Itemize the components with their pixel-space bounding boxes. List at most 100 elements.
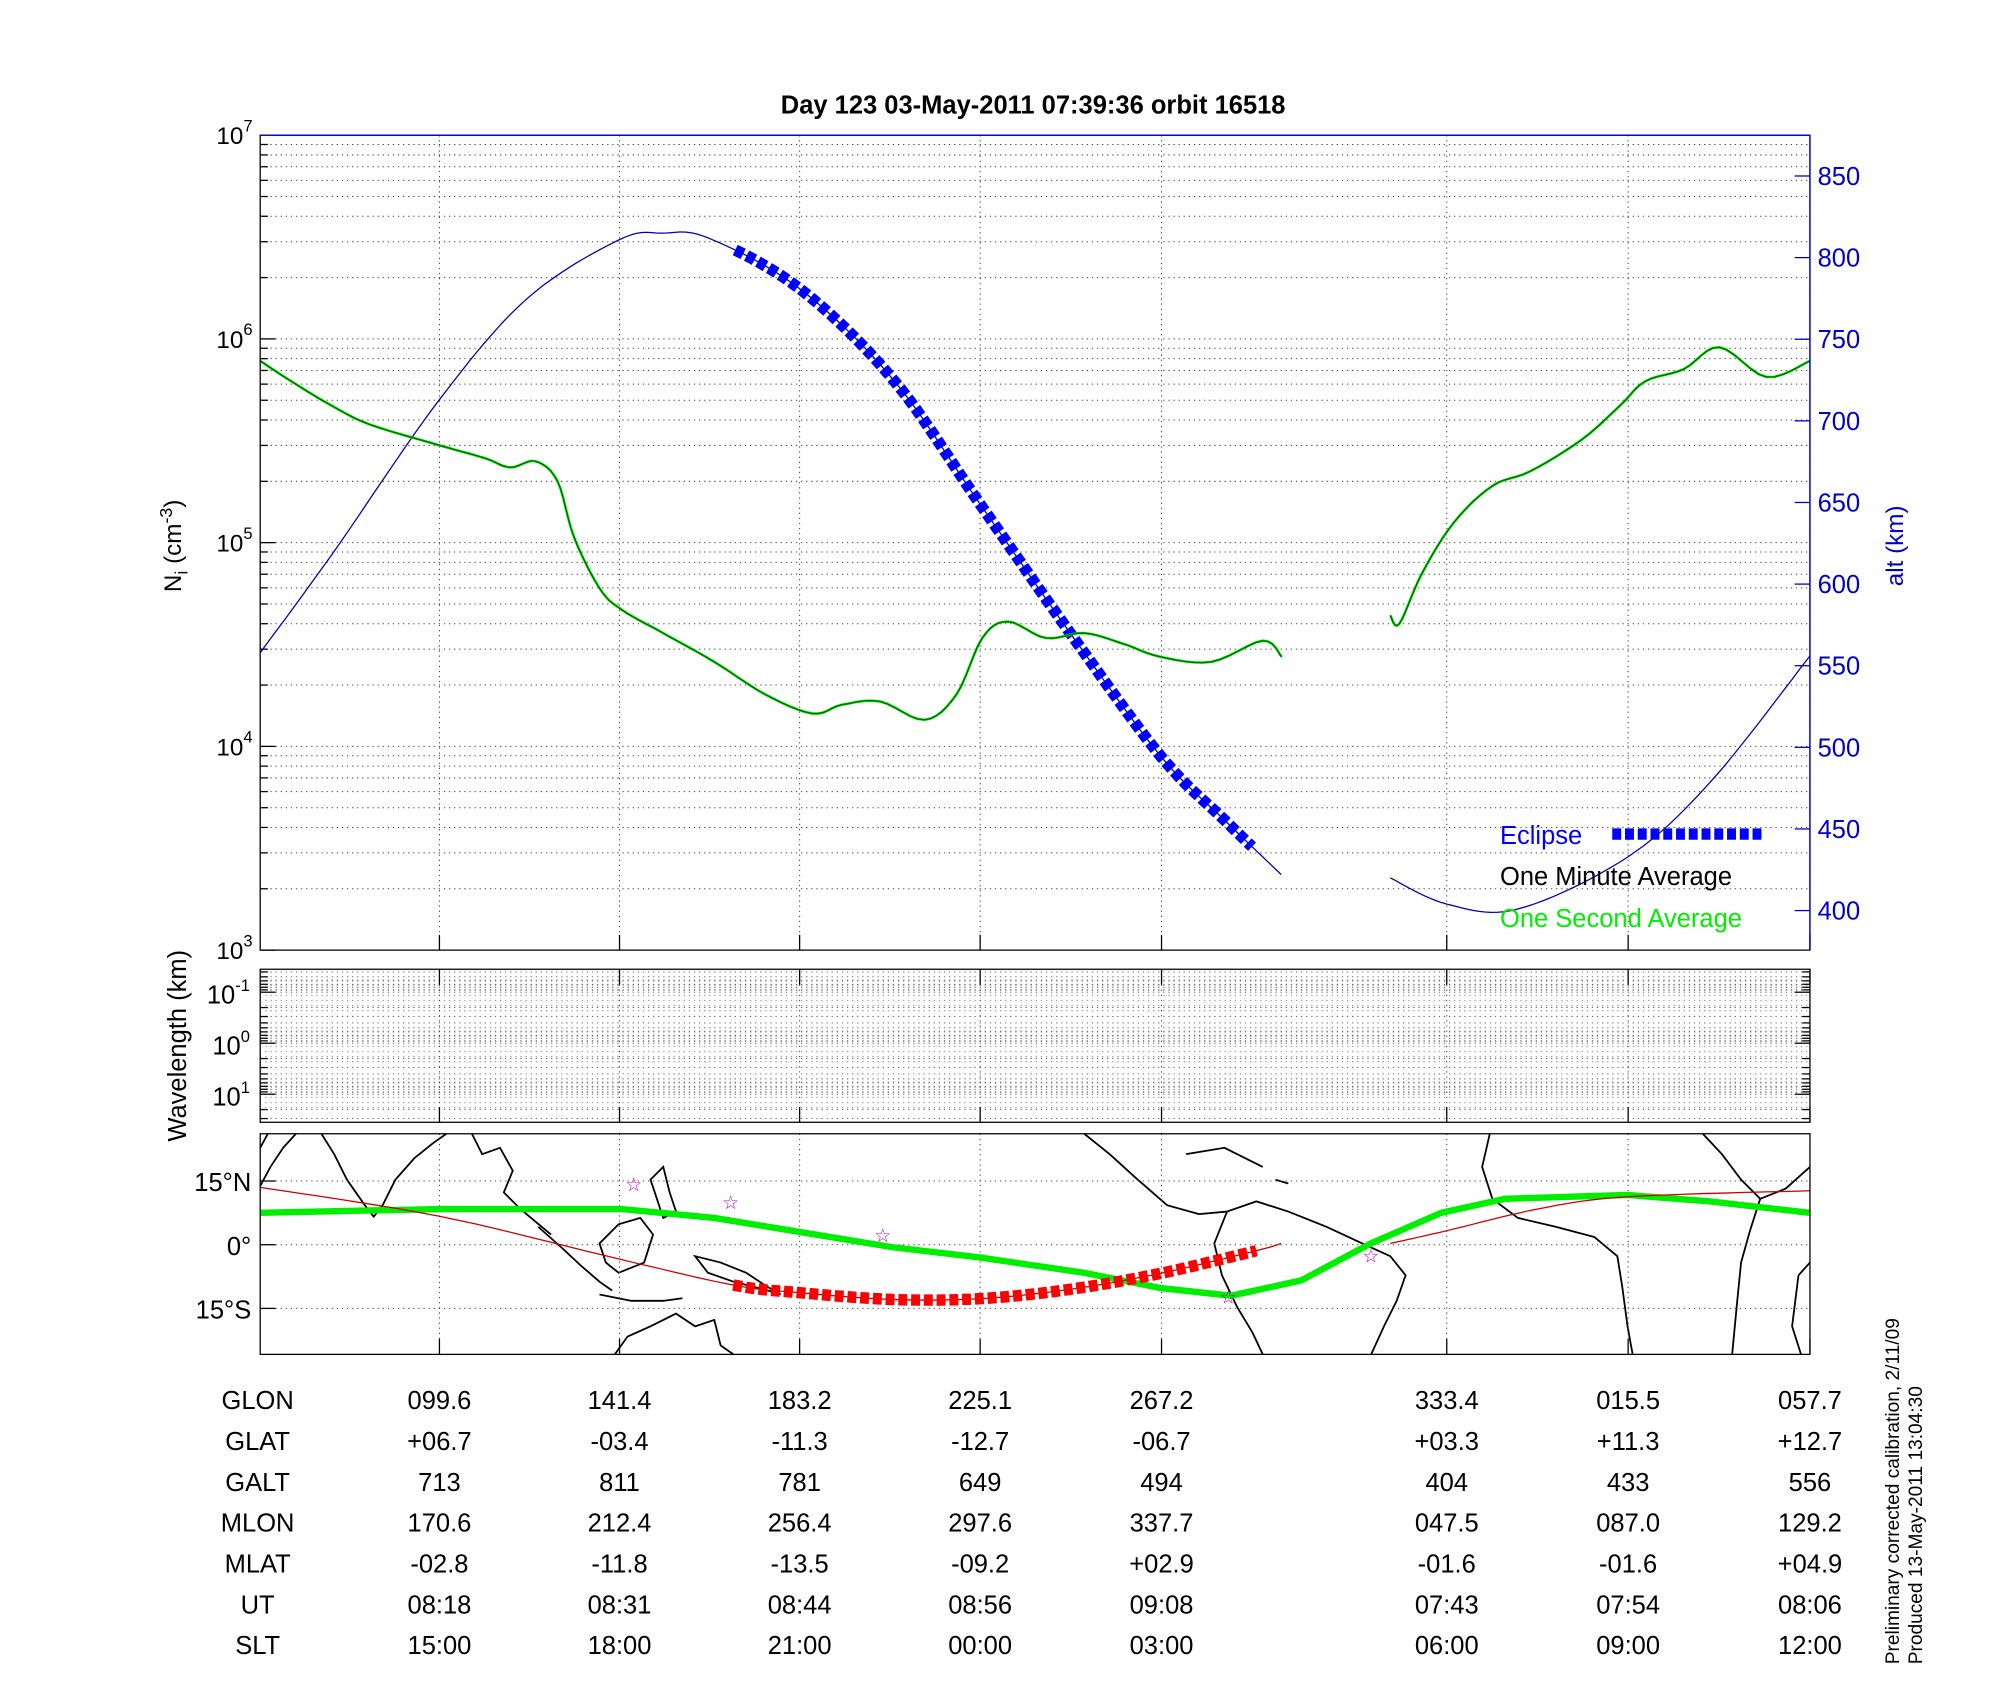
table-cell: 297.6 [948,1510,1012,1538]
y2-tick-label: 500 [1818,734,1861,762]
y2-tick-label: 850 [1818,163,1861,191]
grid-dot-band [262,1027,1808,1067]
one-second-average-line [259,359,1283,722]
table-cell: 03:00 [1130,1632,1194,1660]
y-tick-exponent: 6 [243,320,252,339]
table-cell: 212.4 [588,1510,652,1538]
table-row-label: GLON [222,1387,294,1415]
table-row-label: SLT [235,1632,280,1660]
table-cell: 09:00 [1596,1632,1660,1660]
y-tick-base: 10 [212,1033,240,1061]
y2-tick-label: 550 [1818,653,1861,681]
table-cell: 170.6 [408,1510,472,1538]
table-cell: 06:00 [1415,1632,1479,1660]
table-cell: 08:06 [1778,1591,1842,1619]
wavelength-frame [259,968,1811,1123]
coast-south-america [1213,1200,1407,1355]
coast-india [320,1133,447,1219]
y-tick-base: 10 [212,1084,240,1112]
footer-produced: Produced 13-May-2011 13:04:30 [1906,1386,1927,1664]
y-tick-label: 100 [212,1027,250,1061]
eclipse-altitude-segment [732,244,1257,851]
table-cell: 129.2 [1778,1510,1842,1538]
table-cell: 267.2 [1130,1387,1194,1415]
coast-central-america [1083,1133,1228,1216]
coast-caribbean [1186,1146,1289,1185]
y-tick-exponent: 1 [241,1078,250,1097]
table-cell: 713 [418,1469,461,1497]
y2-tick-label: 800 [1818,245,1861,273]
y2-tick-label: 450 [1818,816,1861,844]
table-cell: 225.1 [948,1387,1012,1415]
one-minute-average-line [259,360,1283,721]
star-marker-icon: ☆ [1220,1287,1237,1308]
table-cell: -01.6 [1418,1550,1476,1578]
table-cell: 649 [959,1469,1002,1497]
eclipse-track-segment [732,1245,1258,1306]
coast-madagascar [1791,1261,1811,1355]
table-cell: +11.3 [1597,1428,1660,1456]
y-tick-base: 10 [216,531,243,558]
y-axis-label-wavelength: Wavelength (km) [164,950,192,1142]
table-cell: 08:31 [588,1591,652,1619]
table-cell: 404 [1425,1469,1468,1497]
grid-dot-band [262,976,1808,1016]
table-cell: -11.8 [591,1550,647,1578]
footer-calibration: Preliminary corrected calibration, 2/11/… [1883,1318,1904,1664]
coast-australia [614,1312,734,1356]
table-cell: -09.2 [951,1550,1009,1578]
table-cell: 099.6 [408,1387,472,1415]
coast-borneo [598,1216,655,1274]
table-cell: 15:00 [408,1632,472,1660]
table-cell: 256.4 [768,1510,832,1538]
table-cell: 09:08 [1130,1591,1194,1619]
orbit-track-line [1390,1190,1810,1245]
coast-africa-east [259,1133,297,1187]
star-marker-icon: ☆ [722,1193,739,1214]
table-cell: 07:43 [1415,1591,1479,1619]
table-cell: 015.5 [1596,1387,1660,1415]
table-cell: 333.4 [1415,1387,1479,1415]
y2-tick-label: 400 [1818,898,1861,926]
table-cell: -06.7 [1132,1428,1190,1456]
table-cell: 12:00 [1778,1632,1842,1660]
table-cell: -01.6 [1599,1550,1657,1578]
coast-sumatra [537,1226,613,1292]
y-tick-label: 10-1 [207,976,250,1010]
legend-one-second-label: One Second Average [1500,905,1742,933]
table-cell: 494 [1140,1469,1183,1497]
table-cell: +03.3 [1414,1428,1479,1456]
star-marker-icon: ☆ [874,1226,891,1247]
coast-arabia [259,1133,269,1149]
y-tick-label: 0° [227,1233,251,1261]
table-cell: -03.4 [590,1428,648,1456]
y-tick-label: 106 [216,320,252,354]
y2-axis-label-alt: alt (km) [1882,505,1909,586]
table-row-label: MLAT [225,1550,291,1578]
table-row-label: MLON [221,1510,295,1538]
table-cell: 183.2 [768,1387,832,1415]
ion-density-panel: 1031041051061074004505005506006507007508… [216,116,1860,965]
y-tick-label: 15°S [196,1297,252,1325]
orbit-parameter-table: GLON 099.6 141.4 183.2 225.1 267.2 333.4 015.5 0… [221,1387,1842,1660]
table-cell: -13.5 [771,1550,829,1578]
y-tick-exponent: 3 [243,931,252,950]
chart-title: Day 123 03-May-2011 07:39:36 orbit 16518 [781,92,1286,120]
y-tick-exponent: 5 [243,524,252,543]
table-cell: 00:00 [948,1632,1012,1660]
map-panel: 15°N 0° 15°S ☆ ☆ ☆ ☆ ☆ [194,1133,1811,1356]
table-cell: +06.7 [407,1428,472,1456]
one-minute-average-line [1389,346,1811,627]
table-cell: 08:18 [408,1591,472,1619]
y2-tick-label: 650 [1818,489,1861,517]
y-tick-base: 10 [216,327,243,354]
table-cell: 781 [778,1469,821,1497]
coast-new-guinea [692,1254,782,1296]
table-cell: -02.8 [410,1550,468,1578]
table-cell: 047.5 [1415,1510,1479,1538]
coast-indochina [471,1133,552,1236]
star-marker-icon: ☆ [1362,1247,1379,1268]
coast-africa-west [1481,1133,1634,1355]
table-cell: 057.7 [1778,1387,1842,1415]
y-tick-base: 10 [216,938,243,965]
